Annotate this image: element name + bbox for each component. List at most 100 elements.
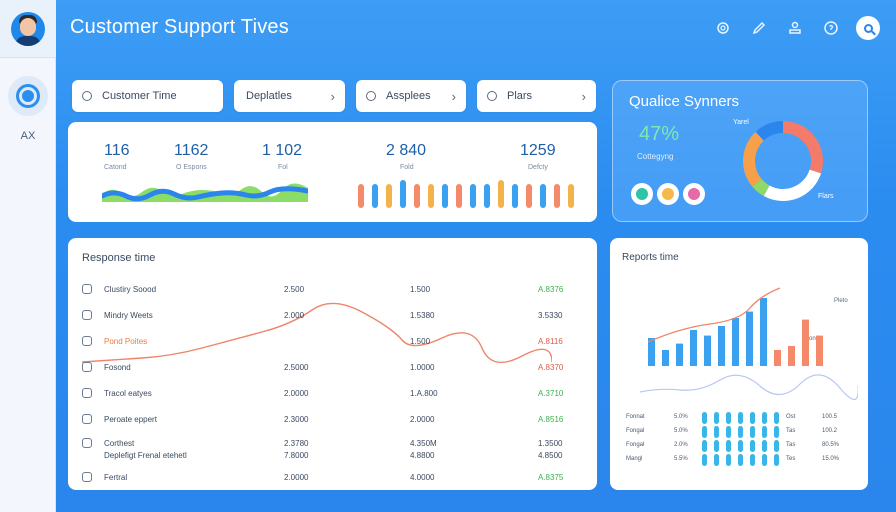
report-row-label: Fonnat — [626, 414, 645, 420]
quality-donut — [743, 121, 823, 201]
report-bar — [676, 343, 683, 366]
report-row-pct: 5.0% — [674, 414, 688, 420]
row-value-1: 2.500 — [284, 285, 305, 294]
report-bar — [788, 346, 795, 366]
row-name: Pond Poites — [104, 337, 148, 346]
search-icon — [863, 23, 873, 33]
chevron-right-icon: › — [330, 88, 335, 104]
gear-icon — [366, 91, 376, 101]
row-icon — [82, 472, 92, 482]
report-pill-bar — [750, 440, 755, 452]
row-value-3: A.8375 — [538, 473, 564, 482]
row-value-1: 2.5000 — [284, 363, 309, 372]
row-icon — [82, 284, 92, 294]
pill-label: Customer Time — [102, 90, 177, 102]
settings-nav-button[interactable] — [8, 76, 48, 116]
mini-bar — [428, 184, 434, 208]
emoji-icon-teal[interactable] — [631, 183, 653, 205]
report-pill-bar — [726, 426, 731, 438]
report-pill-bar — [726, 412, 731, 424]
report-pill-bar — [738, 412, 743, 424]
rail-header — [0, 0, 56, 58]
table-row[interactable]: Deplefigt Frenal etehetl 7.8000 4.8800 4.85… — [82, 448, 582, 464]
report-pill-bar — [738, 440, 743, 452]
clock-icon — [82, 91, 92, 101]
chevron-right-icon: › — [581, 88, 586, 104]
mini-bar — [568, 184, 574, 208]
mini-bar — [540, 184, 546, 208]
stat-value: 116 — [104, 142, 130, 159]
row-value-2: 1.A.800 — [410, 389, 438, 398]
donut-legend-top: Yarel — [733, 119, 749, 126]
stat-value: 1 102 — [262, 142, 303, 159]
stat-label: Catond — [104, 164, 127, 171]
report-pill-bar — [774, 412, 779, 424]
row-value-1: 2.0000 — [284, 389, 309, 398]
left-rail: AX — [0, 0, 56, 512]
table-row[interactable]: Pond Poites 1.500 A.8116 — [82, 334, 582, 350]
report-pill-bar — [750, 454, 755, 466]
report-row-value: 100.2 — [822, 428, 838, 434]
mini-bar — [442, 184, 448, 208]
response-trend-line — [82, 302, 552, 364]
report-pill-bar — [774, 454, 779, 466]
emoji-icon-yellow[interactable] — [657, 183, 679, 205]
report-row[interactable]: Fongal 2.0% Tas 80.5% — [626, 440, 856, 452]
report-pill-bar — [726, 440, 731, 452]
row-value-1: 2.3000 — [284, 415, 309, 424]
report-bar — [732, 318, 739, 366]
row-value-1: 7.8000 — [284, 451, 309, 460]
report-pill-bar — [762, 426, 767, 438]
rail-label: AX — [20, 130, 36, 142]
row-value-3: A.3710 — [538, 389, 564, 398]
report-row[interactable]: Mangl 5.5% Tes 15.0% — [626, 454, 856, 466]
pencil-icon[interactable] — [748, 17, 770, 39]
response-title: Response time — [82, 252, 156, 264]
table-row[interactable]: Mindry Weets 2.000 1.5380 3.5330 — [82, 308, 582, 324]
report-bar — [704, 335, 711, 366]
report-row-pct: 5.5% — [674, 456, 688, 462]
reports-title: Reports time — [622, 252, 679, 263]
response-time-card: Response time Clustiry Soood 2.500 1.500 A.… — [68, 238, 597, 490]
table-row[interactable]: Tracol eatyes 2.0000 1.A.800 A.3710 — [82, 386, 582, 402]
report-pill-bar — [714, 412, 719, 424]
report-row-value: 15.0% — [822, 456, 840, 462]
quality-percent: 47% — [639, 123, 680, 145]
pill-customer-time[interactable]: Customer Time — [72, 80, 223, 112]
table-row[interactable]: Peroate eppert 2.3000 2.0000 A.8516 — [82, 412, 582, 428]
row-icon — [82, 388, 92, 398]
row-name: Corthest — [104, 439, 135, 448]
reports-time-card: Reports time Pleto Mond Fonnat 5.0% Ost 100… — [610, 238, 868, 490]
report-pill-bar — [738, 454, 743, 466]
pill-deplatles[interactable]: Deplatles › — [234, 80, 345, 112]
row-name: Mindry Weets — [104, 311, 153, 320]
row-value-3: A.8376 — [538, 285, 564, 294]
report-bar — [690, 330, 697, 366]
pill-plars[interactable]: Plars › — [477, 80, 596, 112]
avatar[interactable] — [11, 11, 45, 46]
gear-icon — [19, 87, 37, 105]
pill-assplees[interactable]: Assplees › — [356, 80, 466, 112]
table-row[interactable]: Clustiry Soood 2.500 1.500 A.8376 — [82, 282, 582, 298]
chevron-right-icon: › — [451, 88, 456, 104]
mini-bar — [372, 184, 378, 208]
report-pill-bar — [774, 440, 779, 452]
row-name: Tracol eatyes — [104, 389, 152, 398]
table-row[interactable]: Fertral 2.0000 4.0000 A.8375 — [82, 470, 582, 486]
report-row-pct: 2.0% — [674, 442, 688, 448]
upload-icon[interactable] — [784, 17, 806, 39]
table-row[interactable]: Corthest 2.3780 4.350M 1.3500 — [82, 436, 582, 452]
avatar-body — [15, 35, 41, 46]
report-row[interactable]: Fonnat 5.0% Ost 100.5 — [626, 412, 856, 424]
emoji-icon-pink[interactable] — [683, 183, 705, 205]
report-bar — [648, 338, 655, 366]
table-row[interactable]: Fosond 2.5000 1.0000 A.8370 — [82, 360, 582, 376]
search-button[interactable] — [856, 16, 880, 40]
report-row[interactable]: Fongal 5.0% Tas 100.2 — [626, 426, 856, 438]
mini-bar — [386, 184, 392, 208]
refresh-icon[interactable] — [712, 17, 734, 39]
help-icon[interactable] — [820, 17, 842, 39]
mini-bar — [470, 184, 476, 208]
stat-value: 1259 — [520, 142, 556, 159]
stat-label: O Espons — [176, 164, 207, 171]
